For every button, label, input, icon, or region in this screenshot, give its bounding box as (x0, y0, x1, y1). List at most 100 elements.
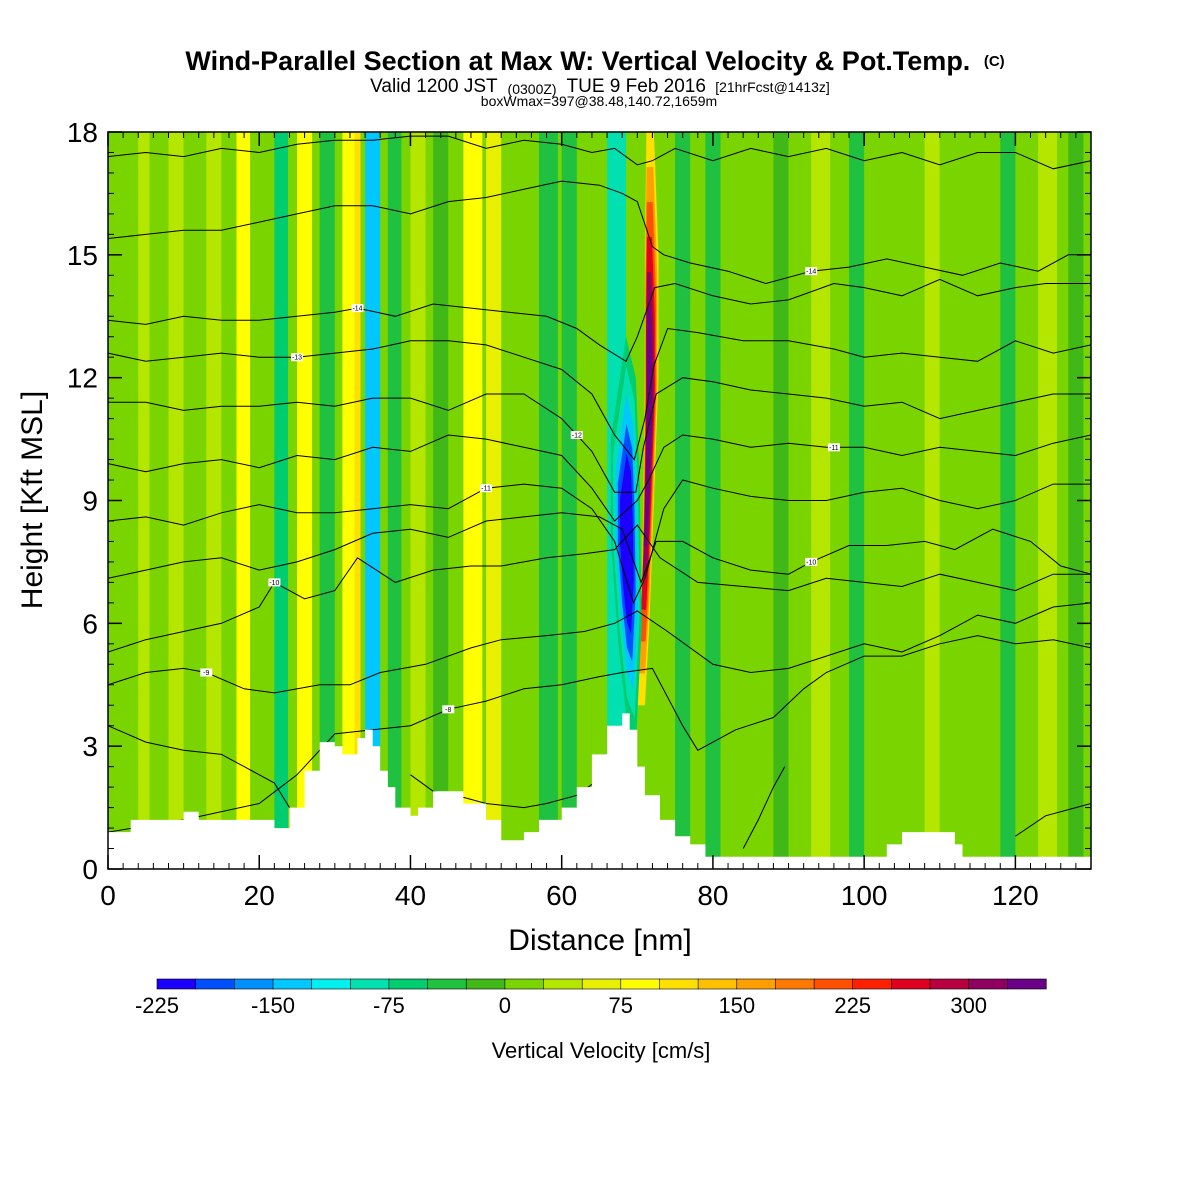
terrain (108, 713, 1091, 869)
colorbar-swatch-10 (543, 978, 583, 990)
velocity-band-22 (743, 132, 759, 869)
velocity-band-28 (962, 132, 982, 869)
velocity-band-17 (539, 132, 558, 869)
velocity-band-18 (561, 132, 577, 869)
y-tick-label-5: 15 (67, 240, 98, 271)
theta-contour-2 (108, 524, 1091, 653)
chart-subtitle-box-wmax: boxWmax=397@38.48,140.72,1659m (481, 93, 717, 109)
x-tick-label-0: 0 (100, 880, 116, 911)
velocity-band-12 (410, 132, 426, 869)
theta-contour-label-bg-2 (268, 578, 281, 587)
potential-temperature-contours: -8 -9 -10 -10 -11 -11 -12 -13 -14 -14 (108, 135, 1091, 849)
theta-contour-11 (108, 725, 290, 808)
theta-contour-label-0: -8 (445, 707, 451, 714)
velocity-band-1 (138, 132, 150, 869)
theta-contour-label-bg-1 (200, 668, 213, 677)
theta-contour-8 (108, 278, 1091, 363)
y-tick-label-0: 0 (82, 854, 98, 885)
colorbar-tick-label-7: 300 (950, 993, 987, 1018)
theta-contour-label-bg-4 (480, 484, 493, 493)
y-tick-label-3: 9 (82, 486, 98, 517)
colorbar-swatch-9 (504, 978, 545, 990)
theta-contour-label-bg-3 (805, 557, 818, 566)
velocity-band-26 (886, 132, 906, 869)
colorbar-swatch-21 (968, 978, 1009, 990)
theta-contour-label-bg-0 (442, 705, 455, 714)
colorbar-swatch-12 (620, 978, 661, 990)
theta-contour-3 (108, 512, 1091, 584)
colorbar-swatch-3 (272, 978, 313, 990)
velocity-band-4 (236, 132, 251, 869)
y-tick-label-4: 12 (67, 363, 98, 394)
colorbar-tick-label-2: -75 (373, 993, 405, 1018)
y-tick-label-6: 18 (67, 117, 98, 148)
theta-contour-label-8: -14 (352, 306, 362, 313)
theta-contour-5 (108, 434, 1091, 522)
theta-contour-label-3: -10 (806, 559, 816, 566)
velocity-band-30 (1038, 132, 1057, 869)
theta-contour-13 (742, 766, 786, 849)
velocity-band-27 (924, 132, 940, 869)
velocity-band-25 (849, 132, 865, 869)
chart-title: Wind-Parallel Section at Max W: Vertical… (185, 46, 1004, 76)
theta-contour-1 (108, 602, 1091, 694)
theta-contour-label-9: -14 (806, 269, 816, 276)
chart-subtitle-forecast: [21hrFcst@1413z] (715, 79, 830, 95)
colorbar-tick-label-4: 75 (609, 993, 633, 1018)
x-axis-label: Distance [nm] (508, 924, 691, 957)
x-tick-label-1: 20 (244, 880, 275, 911)
velocity-band-13 (433, 132, 449, 869)
colorbar: -225 -150 -75 0 75 150 225 300 (135, 978, 1047, 1018)
theta-contour-10 (108, 135, 1091, 170)
theta-contour-label-5: -11 (829, 445, 839, 452)
y-axis-label: Height [Kft MSL] (16, 391, 49, 609)
theta-contour-label-4: -11 (481, 486, 491, 493)
theta-contour-label-bg-6 (570, 431, 583, 439)
velocity-band-31 (1068, 132, 1084, 869)
colorbar-swatch-4 (311, 978, 351, 990)
x-tick-label-6: 120 (992, 880, 1039, 911)
colorbar-swatch-19 (891, 978, 931, 990)
velocity-band-21 (705, 132, 721, 869)
colorbar-tick-label-6: 225 (834, 993, 871, 1018)
terrain-mask (108, 713, 1091, 869)
colorbar-title: Vertical Velocity [cm/s] (492, 1038, 711, 1063)
chart-subtitle: Valid 1200 JST (0300Z) TUE 9 Feb 2016 [2… (370, 76, 830, 99)
velocity-band-29 (1000, 132, 1016, 869)
velocity-band-9 (354, 132, 361, 869)
colorbar-swatch-14 (697, 978, 738, 990)
x-tick-label-4: 80 (697, 880, 728, 911)
colorbar-swatch-11 (581, 978, 622, 990)
theta-contour-label-7: -13 (292, 355, 302, 362)
velocity-band-15 (486, 132, 502, 869)
x-tick-label-2: 40 (395, 880, 426, 911)
velocity-band-6 (297, 132, 313, 869)
colorbar-swatch-22 (1006, 978, 1047, 990)
velocity-band-14 (463, 132, 483, 869)
chart-subtitle-utc: (0300Z) (508, 81, 557, 97)
colorbar-swatch-18 (852, 978, 893, 990)
colorbar-swatch-2 (234, 978, 274, 990)
velocity-band-0 (115, 132, 131, 869)
theta-contour-4 (108, 479, 1091, 605)
y-tick-label-1: 3 (82, 731, 98, 762)
colorbar-swatch-1 (195, 978, 235, 990)
colorbar-swatch-6 (388, 978, 429, 990)
theta-contour-label-bg-5 (827, 443, 840, 452)
theta-contour-14 (1015, 803, 1091, 837)
velocity-band-2 (168, 132, 184, 869)
chart-title-copyright: (C) (984, 53, 1005, 70)
colorbar-tick-label-3: 0 (499, 993, 511, 1018)
theta-contour-6 (108, 377, 1091, 493)
velocity-band-5 (274, 132, 288, 869)
colorbar-swatch-5 (349, 978, 390, 990)
colorbar-tick-label-5: 150 (718, 993, 755, 1018)
theta-contour-label-bg-9 (805, 267, 818, 276)
colorbar-swatch-8 (465, 978, 506, 990)
axes: 0 20 40 60 80 100 120 0 3 6 9 12 15 18 (67, 117, 1092, 911)
colorbar-swatch-20 (929, 978, 970, 990)
theta-contour-9 (108, 180, 1091, 285)
colorbar-swatch-13 (659, 978, 699, 990)
colorbar-swatch-15 (736, 978, 777, 990)
